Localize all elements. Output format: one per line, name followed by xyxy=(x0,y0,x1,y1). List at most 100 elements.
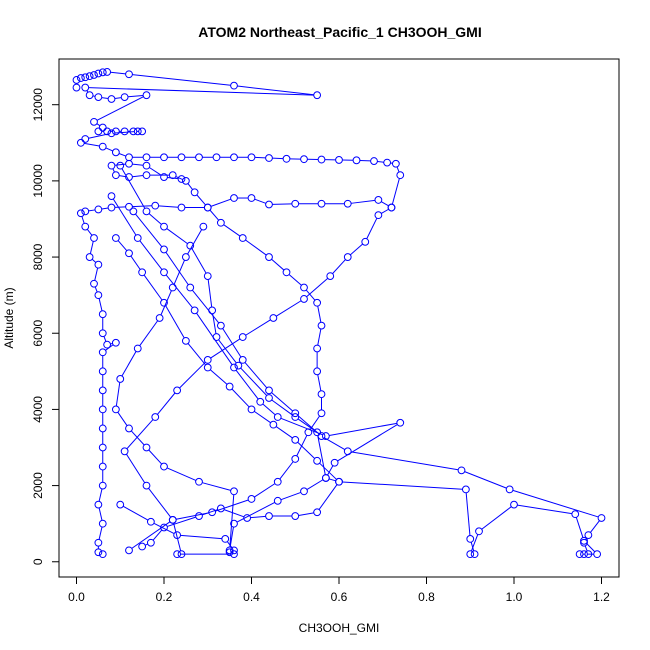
data-point xyxy=(186,241,195,250)
series-segment xyxy=(103,336,107,342)
data-point xyxy=(230,363,238,372)
data-point xyxy=(138,268,147,277)
data-point xyxy=(203,272,212,281)
series-segment xyxy=(148,487,172,518)
series-segment xyxy=(88,133,109,139)
series-segment xyxy=(465,492,471,536)
data-point xyxy=(177,175,186,183)
data-point xyxy=(225,382,234,391)
data-point xyxy=(85,91,94,100)
series-segment xyxy=(139,240,163,270)
data-point xyxy=(160,153,168,162)
series-segment xyxy=(586,542,596,553)
data-point xyxy=(387,203,396,212)
data-point xyxy=(269,314,278,322)
data-point xyxy=(81,83,90,92)
data-point xyxy=(313,508,322,517)
series-segment xyxy=(167,176,179,180)
series-segment xyxy=(297,441,316,459)
data-point xyxy=(81,222,90,231)
x-tick-label: 1.2 xyxy=(593,590,610,604)
data-point xyxy=(230,546,238,555)
series-segment xyxy=(209,209,220,221)
series-segment xyxy=(481,506,512,530)
data-point xyxy=(111,148,120,157)
series-segment xyxy=(160,290,172,316)
series-segment xyxy=(132,205,152,208)
data-point xyxy=(98,550,107,559)
series-segment xyxy=(272,203,292,205)
data-point xyxy=(160,523,168,532)
series-segment xyxy=(337,424,398,462)
data-point xyxy=(173,531,182,540)
data-point xyxy=(300,155,308,164)
series-segment xyxy=(112,168,115,173)
series-segment xyxy=(165,274,193,309)
data-point xyxy=(396,171,405,180)
data-point xyxy=(181,176,190,185)
data-point xyxy=(107,192,116,201)
data-point xyxy=(98,405,107,414)
data-point xyxy=(94,127,103,136)
series-segment xyxy=(298,512,314,516)
series-segment xyxy=(396,166,400,173)
data-point xyxy=(195,153,203,162)
data-point xyxy=(291,435,300,444)
series-segment xyxy=(122,505,149,521)
series-segment xyxy=(149,167,162,176)
data-point xyxy=(291,409,300,418)
data-point xyxy=(199,222,208,231)
series-segment xyxy=(115,382,121,407)
data-point xyxy=(111,127,120,136)
data-point xyxy=(265,200,273,209)
data-point xyxy=(383,158,392,167)
data-point xyxy=(94,291,103,300)
data-point xyxy=(142,481,151,490)
series-segment xyxy=(271,258,285,271)
series-segment xyxy=(318,484,338,510)
series-segment xyxy=(202,482,231,491)
data-point xyxy=(212,333,221,341)
series-segment xyxy=(317,306,322,323)
data-point xyxy=(177,153,186,162)
data-point xyxy=(90,71,98,79)
series-segment xyxy=(135,213,163,248)
series-segment xyxy=(105,147,113,152)
data-point xyxy=(142,161,151,170)
series-segment xyxy=(275,426,293,439)
series-segment xyxy=(187,343,206,366)
data-point xyxy=(265,386,273,395)
data-point xyxy=(313,456,322,465)
y-tick-label: 0 xyxy=(31,558,45,565)
data-point xyxy=(291,512,300,520)
series-segment xyxy=(584,545,588,552)
data-point xyxy=(580,550,588,559)
data-point xyxy=(321,474,330,482)
data-point xyxy=(313,344,322,353)
data-point xyxy=(190,188,199,197)
data-point xyxy=(120,447,129,456)
series-segment xyxy=(96,123,101,127)
x-axis-label: CH3OOH_GMI xyxy=(299,621,380,635)
x-tick-label: 1.0 xyxy=(506,590,523,604)
data-point xyxy=(107,129,116,138)
data-point xyxy=(313,428,322,437)
series-segment xyxy=(223,224,241,237)
data-point xyxy=(273,496,282,505)
data-point xyxy=(300,295,308,303)
data-point xyxy=(216,218,225,227)
data-point xyxy=(374,196,383,204)
data-point xyxy=(111,338,120,347)
data-point xyxy=(370,157,378,165)
y-tick-label: 10000 xyxy=(31,164,45,198)
series-segment xyxy=(175,512,209,520)
data-point xyxy=(208,306,217,315)
series-segment xyxy=(306,479,324,490)
data-point xyxy=(291,413,300,421)
data-point xyxy=(90,117,98,126)
series-segment xyxy=(127,94,144,98)
data-point xyxy=(116,500,125,509)
data-point xyxy=(505,485,514,494)
series-segment xyxy=(271,392,294,412)
series-layer xyxy=(72,68,606,559)
